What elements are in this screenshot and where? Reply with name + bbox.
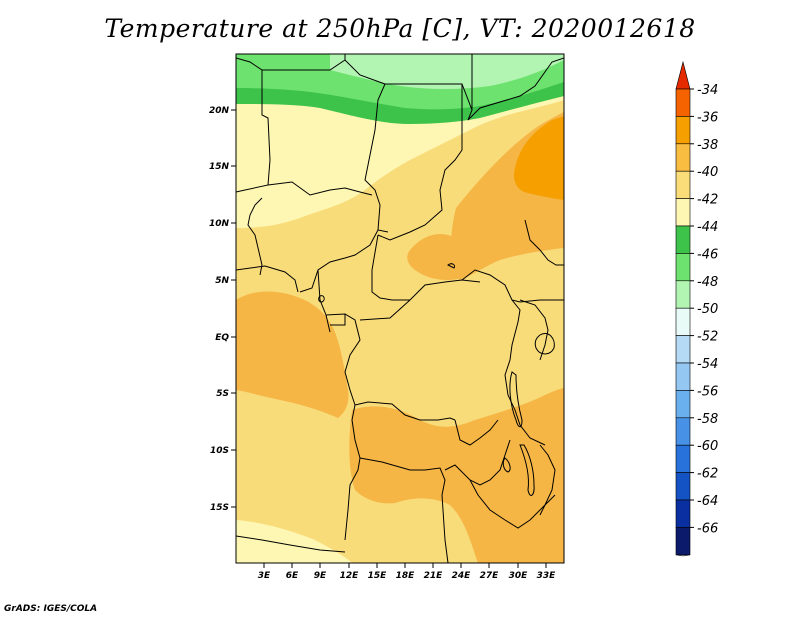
colorbar-label: -52 — [697, 330, 718, 345]
colorbar-swatch-1 — [675, 88, 691, 117]
colorbar-swatch-9 — [675, 307, 691, 336]
colorbar: -34 -36 -38 -40 -42 -44 -46 -48 -50 -52 -54 -56 -58 -… — [675, 60, 718, 557]
grads-credit: GrADS: IGES/COLA — [4, 604, 98, 614]
map-title: Temperature at 250hPa [C], VT: 202001261… — [104, 14, 696, 43]
lon-label-15e: 15E — [368, 571, 388, 581]
lat-label-5n: 5N — [215, 276, 229, 286]
lon-label-18e: 18E — [396, 571, 416, 581]
lon-label-33e: 33E — [537, 571, 557, 581]
colorbar-label: -50 — [697, 302, 718, 317]
lon-label-24e: 24E — [452, 571, 472, 581]
colorbar-label: -54 — [697, 357, 718, 372]
colorbar-swatch-4 — [675, 170, 691, 199]
lon-label-30e: 30E — [509, 571, 529, 581]
lat-label-10s: 10S — [210, 446, 229, 456]
colorbar-label: -58 — [697, 412, 718, 427]
country-borders — [236, 54, 564, 563]
contour-fill-36 — [514, 116, 564, 200]
colorbar-swatch-8 — [675, 280, 691, 309]
map-frame — [235, 53, 565, 564]
colorbar-label: -46 — [697, 247, 718, 262]
colorbar-swatch-17 — [675, 527, 691, 556]
colorbar-label: -34 — [697, 83, 718, 98]
colorbar-label: -44 — [697, 220, 718, 235]
lon-label-27e: 27E — [480, 571, 500, 581]
lon-label-9e: 9E — [314, 571, 327, 581]
colorbar-swatch-15 — [675, 472, 691, 501]
latitude-axis: 20N 15N 10N 5N EQ 5S 10S 15S — [209, 106, 236, 513]
colorbar-swatch-13 — [675, 417, 691, 446]
colorbar-swatch-16 — [675, 499, 691, 528]
colorbar-label: -56 — [697, 384, 718, 399]
colorbar-swatch-0 — [675, 60, 691, 90]
contour-fill-38-central — [407, 234, 467, 280]
lake-outlines — [318, 263, 555, 496]
colorbar-swatch-18 — [675, 554, 691, 557]
lat-label-15s: 15S — [210, 503, 229, 513]
lon-label-6e: 6E — [286, 571, 299, 581]
colorbar-swatch-11 — [675, 362, 691, 391]
colorbar-label: -38 — [697, 138, 718, 153]
lon-label-21e: 21E — [424, 571, 444, 581]
lat-label-15n: 15N — [209, 162, 230, 172]
contour-fill-48 — [330, 54, 564, 89]
colorbar-label: -48 — [697, 275, 718, 290]
contour-fill-38-south — [349, 388, 564, 563]
colorbar-swatch-5 — [675, 198, 691, 227]
lat-label-20n: 20N — [209, 106, 230, 116]
colorbar-swatch-2 — [675, 116, 691, 145]
colorbar-swatch-6 — [675, 225, 691, 254]
colorbar-swatch-3 — [675, 143, 691, 172]
lat-label-10n: 10N — [209, 219, 230, 229]
contour-fill-42-south — [236, 520, 352, 563]
colorbar-label: -42 — [697, 193, 718, 208]
longitude-axis: 3E 6E 9E 12E 15E 18E 21E 24E 27E 30E 33E — [258, 563, 556, 581]
colorbar-label: -36 — [697, 110, 718, 125]
colorbar-label: -40 — [697, 165, 718, 180]
colorbar-swatch-14 — [675, 444, 691, 473]
colorbar-label: -60 — [697, 439, 718, 454]
lon-label-3e: 3E — [258, 571, 271, 581]
lat-label-eq: EQ — [215, 333, 229, 343]
colorbar-swatch-12 — [675, 390, 691, 419]
temperature-field — [236, 54, 564, 563]
colorbar-label: -62 — [697, 467, 718, 482]
colorbar-swatch-10 — [675, 335, 691, 364]
colorbar-swatch-7 — [675, 253, 691, 282]
colorbar-label: -66 — [697, 521, 718, 536]
contour-fill-38-west — [236, 291, 349, 418]
colorbar-label: -64 — [697, 494, 718, 509]
lat-label-5s: 5S — [216, 389, 229, 399]
lon-label-12e: 12E — [340, 571, 360, 581]
